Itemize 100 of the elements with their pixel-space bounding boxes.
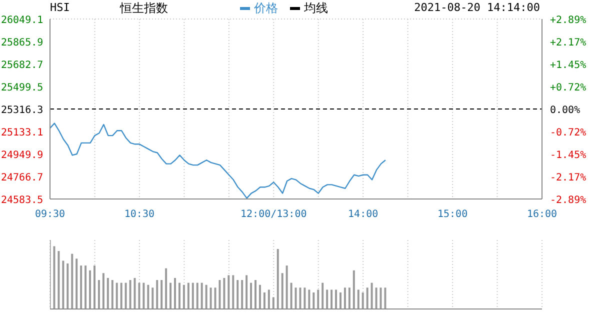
bar [330, 290, 333, 309]
bar [384, 288, 386, 309]
bar [348, 288, 350, 309]
bar [196, 282, 198, 309]
bar [58, 251, 60, 309]
bar [380, 288, 382, 309]
y-tick-label: 24766.7 [1, 172, 44, 184]
bar [170, 282, 172, 309]
bar [304, 288, 306, 309]
bar [276, 248, 279, 309]
bar [80, 266, 82, 309]
y2-tick-label: -1.45% [550, 150, 586, 162]
y-tick-label: 24949.9 [1, 150, 44, 161]
text: HSI [50, 1, 70, 14]
bar [299, 288, 302, 309]
y2-tick-label: +0.72% [550, 82, 586, 94]
bar [362, 292, 364, 309]
bar [142, 282, 145, 309]
bar [317, 290, 320, 309]
y-tick-label: 25682.7 [1, 60, 44, 71]
x-tick-label: 10:30 [124, 209, 155, 220]
bar [228, 275, 230, 309]
bar [254, 280, 257, 309]
bar [290, 282, 292, 309]
y2-tick-label: +2.17% [550, 37, 586, 48]
bar [160, 280, 163, 309]
bar [366, 288, 368, 309]
y-tick-label: 26049.1 [1, 15, 44, 26]
y2-tick-label: -0.72% [550, 127, 586, 138]
bar [263, 292, 266, 309]
x-tick-label: 16:00 [526, 209, 558, 220]
bar [98, 280, 100, 309]
y2-tick-label: -2.17% [550, 172, 586, 184]
chart-title: 恒生指数 [120, 0, 168, 17]
bar [62, 260, 64, 309]
y-tick-label: 25133.1 [1, 128, 44, 138]
bar [129, 280, 132, 309]
bar [335, 290, 338, 309]
bar [76, 258, 78, 309]
bar [312, 292, 315, 309]
text: 2021-08-20 14:14:00 [414, 1, 540, 14]
bar [187, 282, 190, 309]
bar [250, 282, 252, 309]
legend-label: 均线 [303, 0, 328, 17]
bar [182, 284, 185, 309]
legend-label: 价格 [253, 0, 278, 17]
bar [272, 297, 274, 309]
bar [322, 282, 324, 309]
bar [223, 278, 226, 309]
bar [53, 246, 56, 309]
bar [138, 282, 140, 309]
bar [152, 288, 154, 309]
y2-tick-label: 0.00% [550, 105, 580, 116]
bar [344, 288, 346, 309]
bar [111, 280, 114, 309]
bar [102, 273, 104, 309]
x-tick-label: 15:00 [437, 209, 468, 220]
y-tick-label: 25499.5 [1, 82, 44, 94]
bar [178, 282, 180, 309]
bar [134, 278, 136, 309]
bar [268, 290, 270, 309]
bar [71, 254, 74, 309]
y-tick-label: 25865.9 [1, 38, 44, 48]
bar [218, 280, 221, 309]
bar [93, 266, 96, 309]
y2-tick-label: +2.89% [550, 15, 586, 26]
y-tick-label: 25316.3 [1, 105, 44, 116]
bar [147, 284, 150, 309]
bar [352, 270, 355, 309]
bar [120, 282, 122, 309]
bar [375, 288, 378, 309]
bar [84, 266, 87, 309]
bar [326, 290, 328, 309]
bar [192, 282, 194, 309]
bar [124, 282, 127, 309]
line-series [50, 122, 386, 199]
y-tick-label: 24583.5 [1, 195, 44, 206]
bar [236, 280, 239, 309]
bar [205, 284, 208, 309]
bar [66, 263, 69, 309]
x-tick-label: 09:30 [34, 209, 66, 220]
bar [210, 288, 212, 309]
bar [89, 270, 92, 309]
bar [286, 266, 288, 309]
bar [106, 278, 109, 309]
y2-tick-label: -2.89% [550, 195, 586, 206]
bar [294, 288, 297, 309]
bar [357, 290, 360, 309]
bar [241, 280, 244, 309]
x-tick-label: 12:00/13:00 [240, 209, 307, 220]
bar [174, 278, 176, 309]
bar [308, 290, 310, 309]
bar [214, 288, 216, 309]
y2-tick-label: +1.45% [550, 60, 586, 71]
bar [232, 275, 234, 309]
bar [165, 268, 168, 309]
bar [258, 284, 261, 309]
x-tick-label: 14:00 [348, 209, 378, 220]
bar [339, 292, 342, 309]
bar [370, 282, 373, 309]
